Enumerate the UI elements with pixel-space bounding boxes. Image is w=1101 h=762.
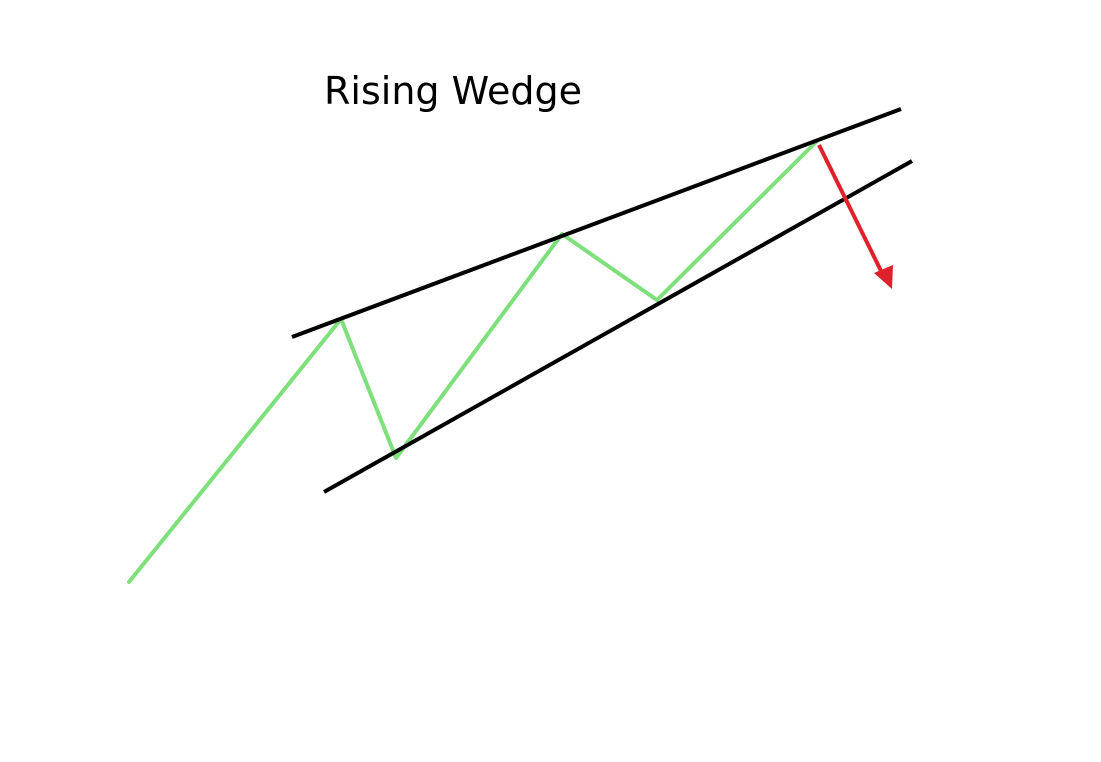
breakout-arrow (817, 144, 888, 282)
lower-trendline (323, 159, 913, 494)
price-path (127, 139, 819, 584)
breakout-arrowhead (874, 265, 893, 289)
upper-trendline (291, 107, 902, 339)
diagram-title: Rising Wedge (324, 69, 582, 113)
